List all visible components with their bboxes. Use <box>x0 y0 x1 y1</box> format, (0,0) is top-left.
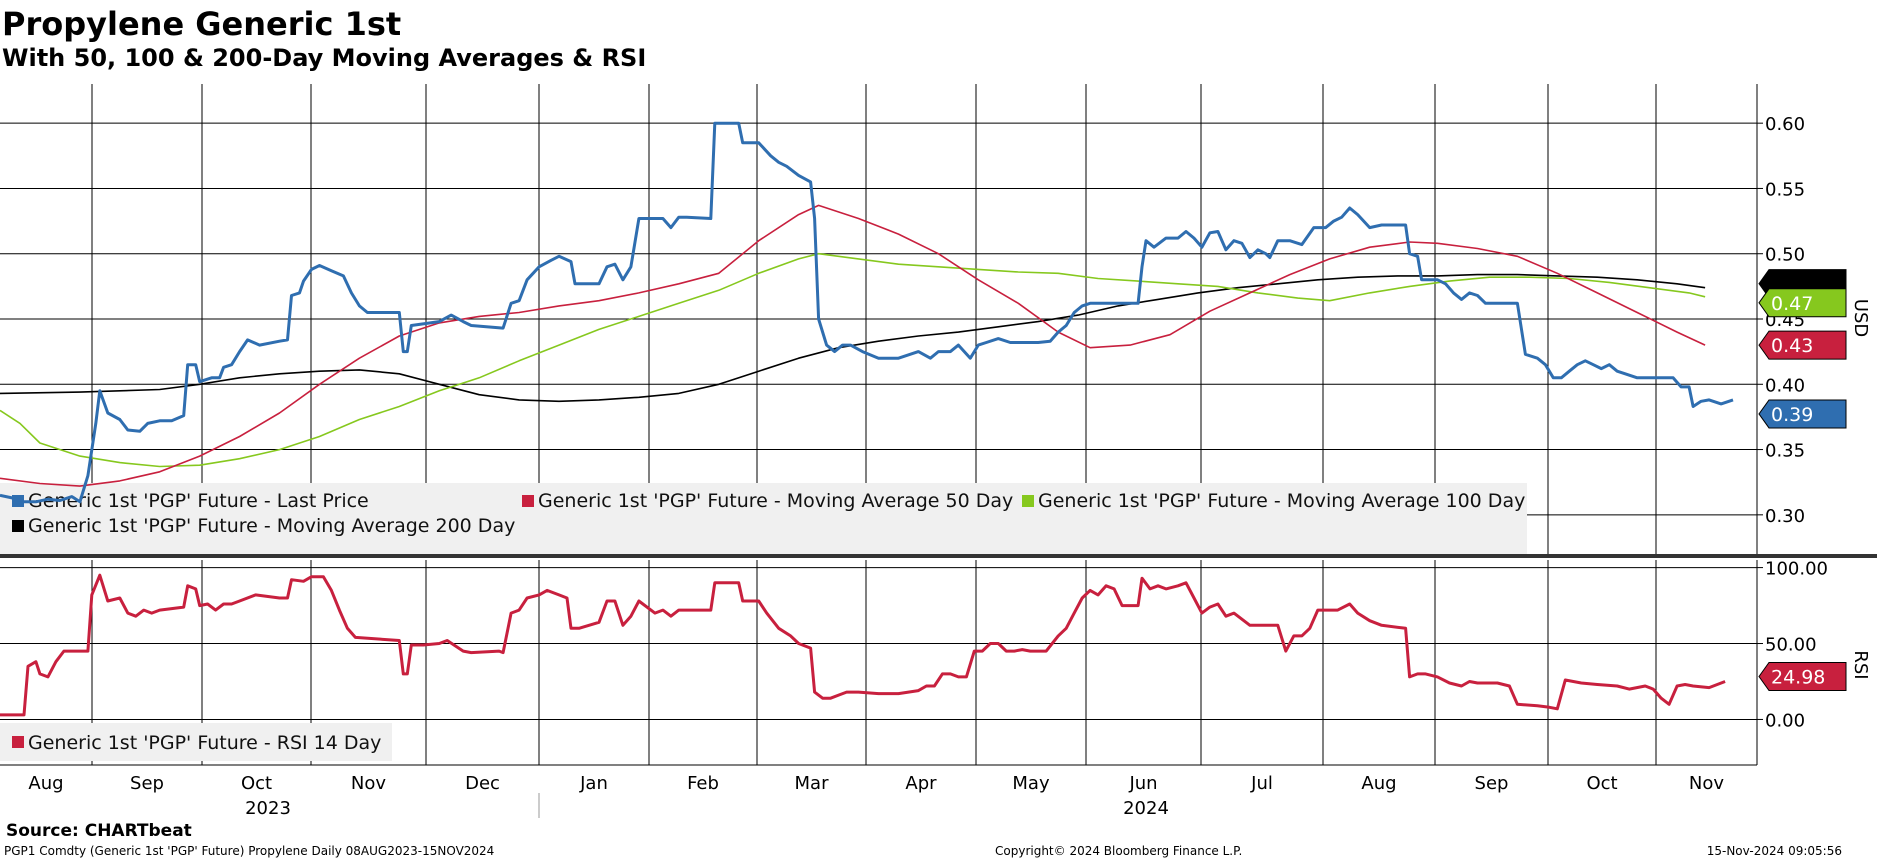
price-last-tag-shape <box>1758 399 1847 429</box>
x-month-label: Sep <box>1475 773 1509 794</box>
footer-right: 15-Nov-2024 09:05:56 <box>1707 844 1842 858</box>
x-year-label: 2024 <box>1123 798 1169 819</box>
rsi-tick-label: 0.00 <box>1765 710 1805 731</box>
rsi-last-tag-label: 24.98 <box>1771 666 1825 688</box>
x-month-label: Jun <box>1128 773 1157 794</box>
x-month-label: Aug <box>1361 773 1396 794</box>
rsi-panel: Generic 1st 'PGP' Future - RSI 14 Day 10… <box>0 559 1871 765</box>
rsi-tick-label: 50.00 <box>1765 635 1817 656</box>
price-series-lines <box>0 121 1734 504</box>
price-tick-label: 0.30 <box>1765 506 1805 527</box>
price-legend-label: Generic 1st 'PGP' Future - Moving Averag… <box>538 490 1013 512</box>
chart-subtitle: With 50, 100 & 200-Day Moving Averages &… <box>2 44 646 72</box>
x-month-label: Nov <box>1689 773 1724 794</box>
x-month-label: Apr <box>905 773 937 794</box>
x-month-label: Nov <box>351 773 386 794</box>
price-y-ticks: 0.600.550.500.450.400.350.30 <box>1757 114 1805 527</box>
price-legend-swatch <box>1022 495 1034 507</box>
rsi-last-value-tags: 24.98 <box>1758 661 1847 691</box>
ma100-last-tag-shape <box>1758 288 1847 318</box>
rsi-gridlines <box>0 560 1758 765</box>
price-tick-label: 0.50 <box>1765 245 1805 266</box>
price-series-line <box>0 204 1706 487</box>
rsi-legend-label: Generic 1st 'PGP' Future - RSI 14 Day <box>28 732 381 754</box>
price-tick-label: 0.35 <box>1765 441 1805 462</box>
x-month-label: Feb <box>687 773 719 794</box>
rsi-legend-box <box>0 723 392 761</box>
rsi-legend-swatch <box>12 736 24 748</box>
price-panel: Generic 1st 'PGP' Future - Last Price Gen… <box>0 84 1871 555</box>
price-legend-box <box>0 483 1527 555</box>
price-series-line <box>0 252 1706 468</box>
rsi-series-lines <box>0 573 1726 717</box>
price-series-line <box>0 273 1706 403</box>
price-last-tag-label: 0.39 <box>1771 404 1813 426</box>
price-legend: Generic 1st 'PGP' Future - Last Price Gen… <box>0 483 1527 555</box>
price-series-line <box>0 121 1734 504</box>
price-legend-label: Generic 1st 'PGP' Future - Last Price <box>28 490 369 512</box>
ma100-last-tag-label: 0.47 <box>1771 293 1813 315</box>
rsi-y-ticks: 100.00 50.00 0.00 <box>1757 559 1828 731</box>
x-month-label: Jan <box>579 773 608 794</box>
x-month-label: Dec <box>465 773 500 794</box>
x-month-label: Oct <box>1586 773 1617 794</box>
rsi-y-axis-label: RSI <box>1850 650 1871 679</box>
rsi-legend: Generic 1st 'PGP' Future - RSI 14 Day <box>0 723 392 761</box>
price-tick-label: 0.40 <box>1765 375 1805 396</box>
ma50-last-tag-label: 0.43 <box>1771 335 1813 357</box>
chart-title: Propylene Generic 1st <box>2 5 401 43</box>
ma50-last-tag-shape <box>1758 330 1847 360</box>
x-month-label: May <box>1012 773 1050 794</box>
footer-center: Copyright© 2024 Bloomberg Finance L.P. <box>995 844 1242 858</box>
price-tick-label: 0.60 <box>1765 114 1805 135</box>
x-year-label: 2023 <box>245 798 291 819</box>
rsi-series-line <box>0 573 1726 717</box>
price-legend-label: Generic 1st 'PGP' Future - Moving Averag… <box>1038 490 1525 512</box>
price-legend-label: Generic 1st 'PGP' Future - Moving Averag… <box>28 515 515 537</box>
price-legend-swatch <box>522 495 534 507</box>
rsi-tick-label: 100.00 <box>1765 559 1828 580</box>
source-note: Source: CHARTbeat <box>6 821 192 841</box>
price-last-value-tags: 0.47 0.43 0.39 <box>1758 269 1847 429</box>
price-tick-label: 0.55 <box>1765 179 1805 200</box>
x-month-label: Mar <box>795 773 830 794</box>
price-y-axis-label: USD <box>1850 299 1871 337</box>
rsi-last-tag-shape <box>1758 661 1847 691</box>
x-month-label: Aug <box>28 773 63 794</box>
price-legend-swatch <box>12 520 24 532</box>
x-month-label: Oct <box>241 773 272 794</box>
x-month-label: Jul <box>1250 773 1273 794</box>
x-axis: Aug Sep Oct Nov Dec Jan Feb Mar Apr May Jun Jul Aug S… <box>0 764 1757 819</box>
x-month-label: Sep <box>130 773 164 794</box>
footer-left: PGP1 Comdty (Generic 1st 'PGP' Future) P… <box>4 844 494 858</box>
